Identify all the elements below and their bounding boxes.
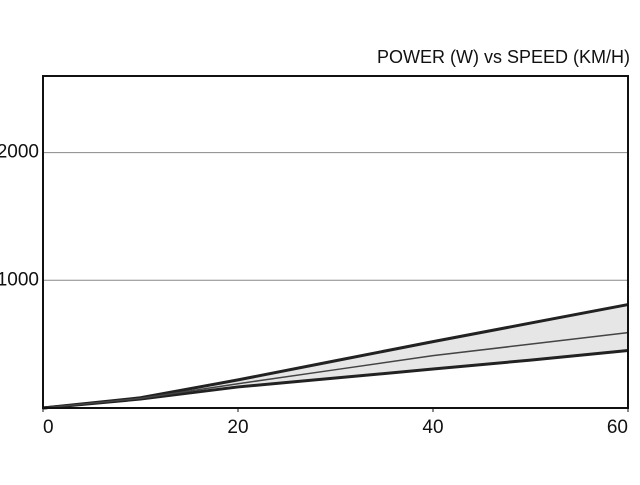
line — [42, 331, 629, 409]
x-tick-label: 40 — [422, 417, 443, 438]
x-tick-label: 60 — [607, 417, 628, 438]
y-tick-label: 1000 — [0, 269, 39, 290]
band — [43, 304, 628, 408]
plot-frame — [42, 75, 629, 409]
y-tick-label: 2000 — [0, 142, 39, 163]
chart-title: POWER (W) vs SPEED (KM/H) — [377, 47, 630, 67]
x-tick-label: 0 — [43, 417, 54, 438]
x-tick-label: 20 — [227, 417, 248, 438]
